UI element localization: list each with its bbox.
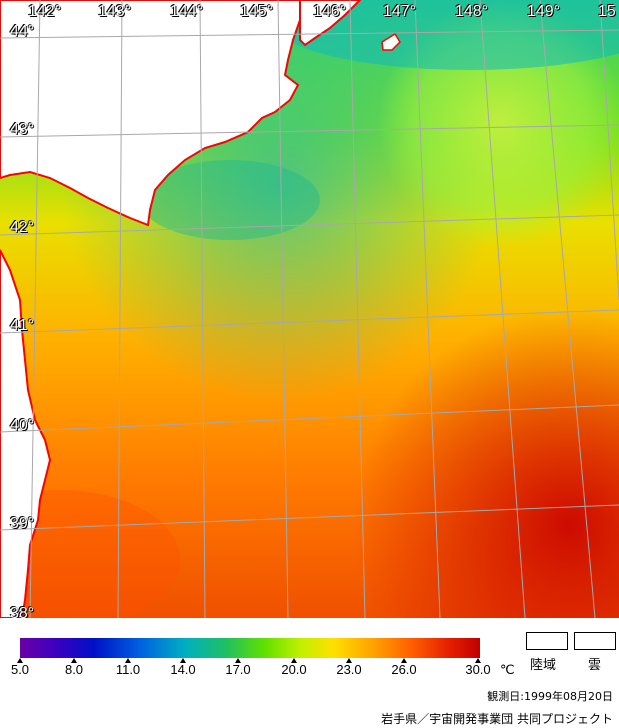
colorbar-tick: [125, 658, 131, 663]
longitude-label: 144°: [170, 3, 204, 20]
colorbar-tick-label: 11.0: [115, 662, 141, 677]
land-honshu: [0, 249, 52, 618]
colorbar-tick: [291, 658, 297, 663]
colorbar-tick-label: 30.0: [465, 662, 491, 677]
colorbar-tick: [71, 658, 77, 663]
cold-current-band: [270, 0, 619, 70]
colorbar-tick-label: 20.0: [281, 662, 307, 677]
longitude-label: 15: [598, 3, 616, 20]
credit-line: 岩手県／宇宙開発事業団 共同プロジェクト: [381, 712, 613, 726]
colorbar-tick: [17, 658, 23, 663]
land-legend-label: 陸域: [530, 658, 557, 673]
colorbar-tick: [346, 658, 352, 663]
colorbar-tick: [401, 658, 407, 663]
latitude-label: 39°: [10, 515, 35, 532]
colorbar-tick: [180, 658, 186, 663]
cold-current-band: [140, 160, 320, 240]
colorbar-tick: [235, 658, 241, 663]
latitude-label: 42°: [10, 219, 35, 236]
lat-lon-grid: [0, 0, 619, 618]
longitude-label: 149°: [527, 3, 561, 20]
legend-panel: [0, 618, 619, 728]
longitude-label: 145°: [240, 3, 274, 20]
colorbar-tick-label: 8.0: [64, 662, 84, 677]
colorbar-tick-label: 14.0: [170, 662, 196, 677]
latitude-label: 43°: [10, 121, 35, 138]
longitude-label: 148°: [455, 3, 489, 20]
colorbar-tick: [475, 658, 481, 663]
longitude-label: 143°: [98, 3, 132, 20]
longitude-label: 142°: [28, 3, 62, 20]
warm-current-band: [0, 490, 180, 618]
latitude-label: 40°: [10, 417, 35, 434]
latitude-label: 44°: [10, 23, 35, 40]
colorbar-tick-label: 17.0: [225, 662, 251, 677]
latitude-label: 41°: [10, 317, 35, 334]
cloud-legend-label: 雲: [588, 658, 602, 673]
land-hokkaido: [0, 0, 301, 227]
sea-surface-temperature-map: [0, 0, 619, 618]
temperature-unit: ℃: [500, 662, 515, 677]
land-swatch: [526, 632, 568, 650]
colorbar-tick-label: 23.0: [336, 662, 362, 677]
longitude-label: 146°: [313, 3, 347, 20]
latitude-label: 38°: [10, 605, 35, 622]
temperature-colorbar: [20, 638, 480, 658]
colorbar-tick-label: 26.0: [391, 662, 417, 677]
longitude-label: 147°: [383, 3, 417, 20]
colorbar-tick-label: 5.0: [10, 662, 30, 677]
cloud-swatch: [574, 632, 616, 650]
land-islands: [381, 32, 401, 51]
observation-date: 観測日:1999年08月20日: [487, 690, 613, 703]
